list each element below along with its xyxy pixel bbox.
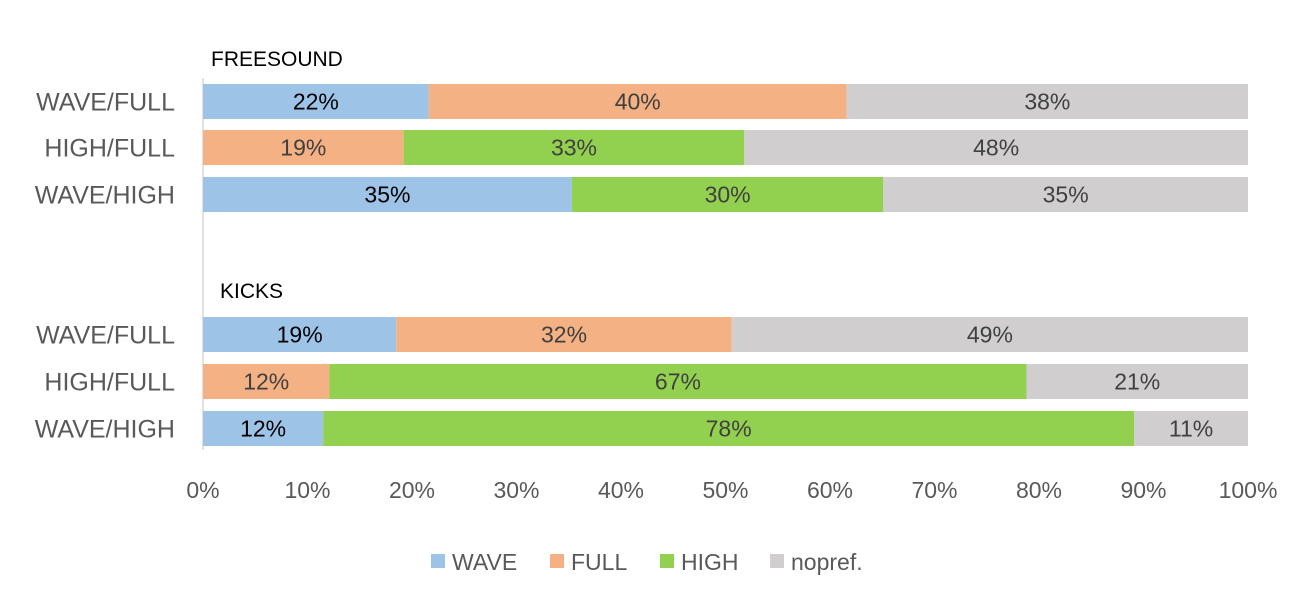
- bar-segment-high: [329, 364, 1027, 399]
- row-label: WAVE/HIGH: [35, 416, 175, 444]
- legend-label-nopref: nopref.: [791, 549, 863, 575]
- row-label: WAVE/HIGH: [35, 182, 175, 210]
- bar-value-label: 35%: [1043, 182, 1089, 208]
- bar-segment-nopref: [744, 130, 1248, 165]
- row-label: HIGH/FULL: [44, 369, 175, 397]
- bar-value-label: 12%: [243, 369, 289, 395]
- legend-swatch-wave: [431, 554, 445, 568]
- bar-segment-high: [403, 130, 745, 165]
- bar-segment-full: [203, 130, 404, 165]
- row-label: WAVE/FULL: [36, 322, 175, 350]
- bar-segment-full: [396, 317, 732, 352]
- x-tick-label: 100%: [1219, 477, 1278, 503]
- legend-swatch-high: [660, 554, 674, 568]
- bar-value-label: 11%: [1169, 416, 1213, 442]
- legend-label-wave: WAVE: [452, 549, 517, 575]
- bar-segment-high: [323, 411, 1135, 446]
- bar-segment-wave: [203, 317, 397, 352]
- x-tick-label: 30%: [493, 477, 539, 503]
- bar-value-label: 67%: [655, 369, 701, 395]
- x-tick-label: 0%: [186, 477, 219, 503]
- bar-value-label: 22%: [293, 89, 339, 115]
- bar-value-label: 19%: [280, 135, 326, 161]
- bar-value-label: 30%: [705, 182, 751, 208]
- bar-segment-wave: [203, 84, 429, 119]
- bar-value-label: 32%: [541, 322, 587, 348]
- bar-segment-nopref: [1026, 364, 1248, 399]
- x-tick-label: 20%: [389, 477, 435, 503]
- bar-segment-nopref: [846, 84, 1248, 119]
- x-tick-label: 50%: [702, 477, 748, 503]
- x-tick-label: 70%: [911, 477, 957, 503]
- x-tick-label: 10%: [284, 477, 330, 503]
- bar-segment-full: [428, 84, 847, 119]
- bar-value-label: 49%: [967, 322, 1013, 348]
- legend-swatch-full: [550, 554, 564, 568]
- row-label: HIGH/FULL: [44, 135, 175, 163]
- bar-segment-nopref: [883, 177, 1248, 212]
- bar-segment-nopref: [731, 317, 1248, 352]
- bar-segment-high: [571, 177, 884, 212]
- bar-value-label: 35%: [364, 182, 410, 208]
- bar-value-label: 78%: [706, 416, 752, 442]
- bar-segment-wave: [203, 177, 572, 212]
- row-label: WAVE/FULL: [36, 89, 175, 117]
- bar-value-label: 38%: [1024, 89, 1070, 115]
- legend-label-high: HIGH: [681, 549, 739, 575]
- group-title-kicks: KICKS: [220, 280, 283, 303]
- legend-label-full: FULL: [571, 549, 627, 575]
- group-title-freesound: FREESOUND: [211, 48, 343, 71]
- bar-segment-nopref: [1134, 411, 1248, 446]
- bar-value-label: 19%: [277, 322, 323, 348]
- bar-segment-wave: [203, 411, 324, 446]
- x-tick-label: 40%: [598, 477, 644, 503]
- x-tick-label: 90%: [1120, 477, 1166, 503]
- bar-value-label: 21%: [1114, 369, 1160, 395]
- x-tick-label: 60%: [807, 477, 853, 503]
- bar-segment-full: [203, 364, 330, 399]
- bar-value-label: 48%: [973, 135, 1019, 161]
- bar-value-label: 33%: [551, 135, 597, 161]
- legend-swatch-nopref: [770, 554, 784, 568]
- bar-value-label: 12%: [240, 416, 286, 442]
- bar-value-label: 40%: [615, 89, 661, 115]
- x-tick-label: 80%: [1016, 477, 1062, 503]
